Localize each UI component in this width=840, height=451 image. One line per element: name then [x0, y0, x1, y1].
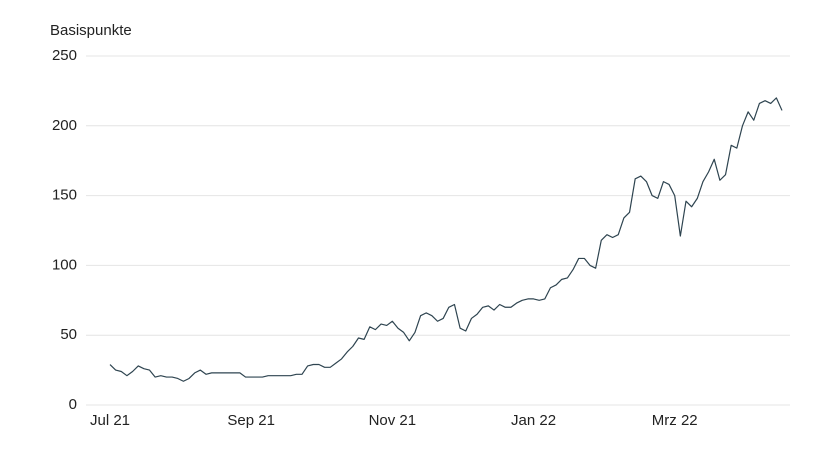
y-tick-label: 250: [52, 47, 77, 64]
data-line: [109, 97, 783, 382]
y-tick-label: 150: [52, 187, 77, 204]
y-tick-label: 200: [52, 117, 77, 134]
y-tick-label: 50: [60, 326, 77, 343]
x-tick-label: Mrz 22: [652, 412, 698, 429]
y-tick-label: 0: [69, 396, 77, 413]
x-tick-label: Sep 21: [227, 412, 275, 429]
y-tick-label: 100: [52, 256, 77, 273]
x-tick-label: Nov 21: [369, 412, 417, 429]
y-axis-label: Basispunkte: [50, 22, 132, 39]
x-tick-label: Jul 21: [90, 412, 130, 429]
x-tick-label: Jan 22: [511, 412, 556, 429]
